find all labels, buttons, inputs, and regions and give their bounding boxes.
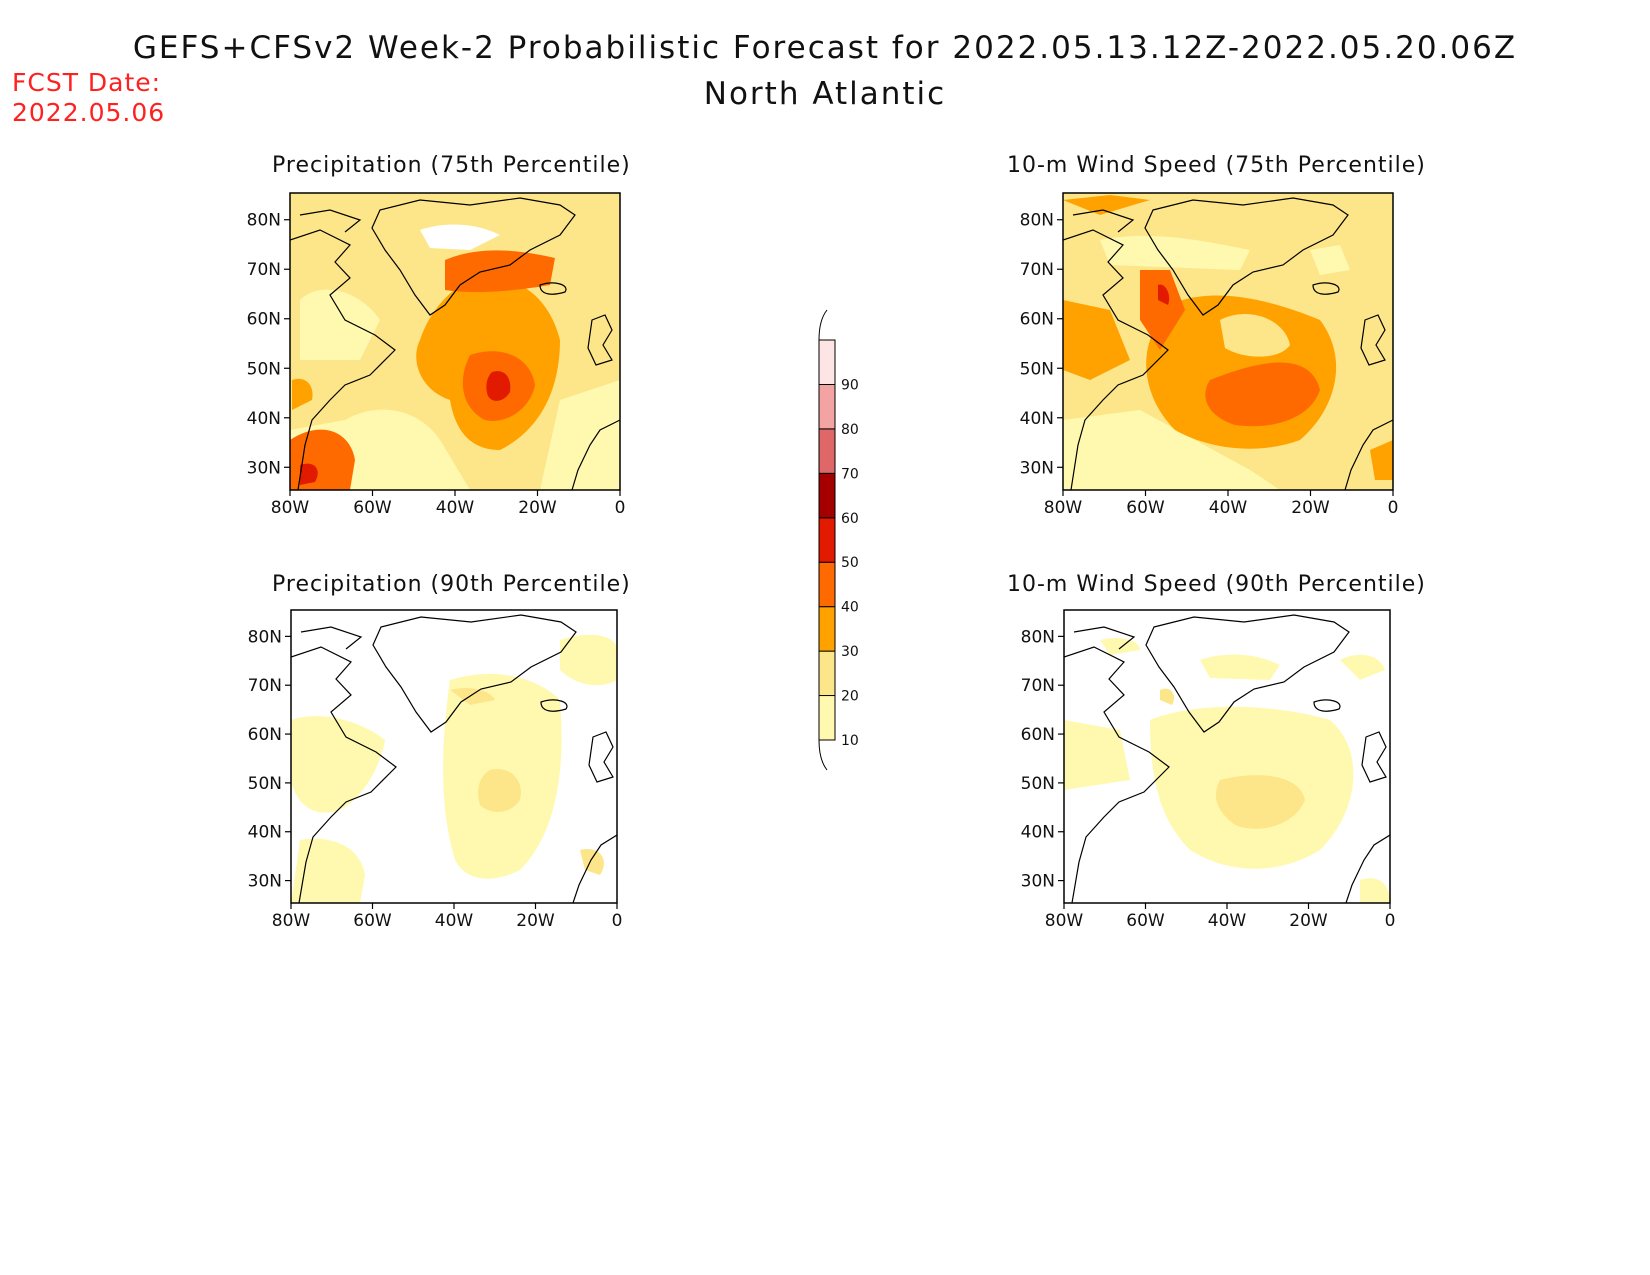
panel-title-wind-75: 10-m Wind Speed (75th Percentile) — [1007, 153, 1426, 178]
lat-label: 60N — [1020, 310, 1054, 330]
legend-level-label: 50 — [841, 555, 859, 571]
legend-level-label: 20 — [841, 689, 859, 705]
legend-level-label: 90 — [841, 377, 859, 393]
lon-label: 40W — [1209, 498, 1248, 518]
lat-label: 80N — [1021, 627, 1055, 647]
map-panel-precip-75 — [289, 192, 621, 491]
legend-swatch — [818, 517, 836, 563]
color-legend: 10 20 30 40 50 60 70 80 90 — [818, 309, 859, 771]
lon-label: 20W — [1289, 911, 1328, 931]
lat-label: 50N — [1020, 359, 1054, 379]
lat-label: 60N — [1021, 725, 1055, 745]
lat-label: 40N — [1020, 409, 1054, 429]
legend-level-label: 70 — [841, 466, 859, 482]
lat-label: 50N — [1021, 774, 1055, 794]
lat-label: 60N — [248, 725, 282, 745]
map-panel-wind-90 — [1063, 609, 1391, 904]
lat-label: 30N — [1021, 872, 1055, 892]
legend-swatch — [818, 650, 836, 697]
lon-label: 60W — [353, 498, 392, 518]
panel-title-precip-90: Precipitation (90th Percentile) — [272, 572, 631, 597]
panel-title-wind-90: 10-m Wind Speed (90th Percentile) — [1007, 572, 1426, 597]
legend-bottom-cap — [818, 739, 828, 771]
legend-level-label: 60 — [841, 511, 859, 527]
legend-swatch — [818, 339, 836, 385]
lat-label: 30N — [1020, 458, 1054, 478]
legend-swatch — [818, 695, 836, 741]
lon-label: 80W — [271, 498, 310, 518]
lat-label: 70N — [1020, 260, 1054, 280]
lon-label: 60W — [1126, 498, 1165, 518]
lat-label: 70N — [247, 260, 281, 280]
lon-label: 0 — [612, 911, 623, 931]
lon-label: 0 — [1385, 911, 1396, 931]
map-title: GEFS+CFSv2 Week-2 Probabilistic Forecast… — [132, 30, 1518, 66]
legend-top-cap — [818, 309, 828, 341]
lon-label: 60W — [353, 911, 392, 931]
lat-label: 80N — [248, 627, 282, 647]
legend-swatch — [818, 383, 836, 430]
lon-label: 40W — [435, 911, 474, 931]
lon-label: 40W — [1208, 911, 1247, 931]
lon-label: 60W — [1126, 911, 1165, 931]
lat-label: 40N — [1021, 823, 1055, 843]
lat-label: 50N — [248, 774, 282, 794]
lon-label: 20W — [1291, 498, 1330, 518]
lon-label: 20W — [516, 911, 555, 931]
lat-label: 70N — [1021, 676, 1055, 696]
map-panel-wind-75 — [1062, 192, 1394, 491]
legend-level-label: 40 — [841, 600, 859, 616]
lon-label: 20W — [518, 498, 557, 518]
lat-label: 30N — [247, 458, 281, 478]
forecast-date-label: FCST Date: — [12, 68, 162, 97]
map-panel-precip-90 — [290, 609, 618, 904]
lat-label: 80N — [1020, 211, 1054, 231]
panel-title-precip-75: Precipitation (75th Percentile) — [272, 153, 631, 178]
lat-label: 40N — [247, 409, 281, 429]
map-subtitle: North Atlantic — [703, 76, 947, 112]
lat-label: 60N — [247, 310, 281, 330]
legend-swatch — [818, 561, 836, 608]
legend-level-label: 10 — [841, 733, 859, 749]
lat-label: 50N — [247, 359, 281, 379]
lon-label: 80W — [272, 911, 311, 931]
lon-label: 80W — [1044, 498, 1083, 518]
lat-label: 30N — [248, 872, 282, 892]
lon-label: 40W — [436, 498, 475, 518]
lon-label: 80W — [1045, 911, 1084, 931]
legend-swatch — [818, 606, 836, 652]
legend-swatch — [818, 472, 836, 519]
legend-swatch — [818, 428, 836, 474]
lat-label: 80N — [247, 211, 281, 231]
lat-label: 40N — [248, 823, 282, 843]
legend-level-label: 80 — [841, 422, 859, 438]
forecast-date-value: 2022.05.06 — [12, 98, 166, 127]
legend-level-label: 30 — [841, 644, 859, 660]
lon-label: 0 — [615, 498, 626, 518]
lon-label: 0 — [1388, 498, 1399, 518]
lat-label: 70N — [248, 676, 282, 696]
